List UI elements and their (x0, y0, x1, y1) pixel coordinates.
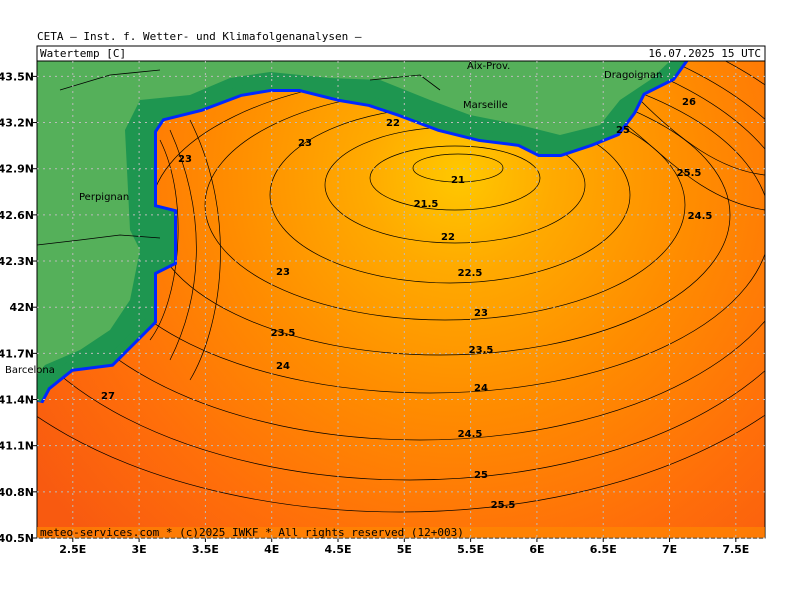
contour-label: 25 (474, 470, 488, 481)
lat-tick-label: 42.9N (0, 163, 34, 176)
footer-bar (37, 527, 765, 538)
lon-tick-label: 5E (397, 543, 412, 556)
lat-tick-label: 43.5N (0, 70, 34, 83)
lat-tick-label: 41.4N (0, 394, 34, 407)
lon-tick-label: 3.5E (192, 543, 219, 556)
place-label: Dragoignan (604, 70, 662, 81)
contour-label: 21.5 (414, 199, 439, 210)
lat-tick-label: 42N (9, 301, 34, 314)
contour-label: 27 (101, 391, 115, 402)
contour-label: 22 (386, 118, 400, 129)
contour-label: 25 (616, 125, 630, 136)
contour-label: 25.5 (677, 168, 702, 179)
lat-tick-label: 40.5N (0, 532, 34, 545)
lon-tick-label: 6E (529, 543, 544, 556)
contour-label: 23 (276, 267, 290, 278)
contour-label: 23.5 (469, 345, 494, 356)
lat-tick-label: 40.8N (0, 486, 34, 499)
contour-label: 23 (178, 154, 192, 165)
place-label: Perpignan (79, 192, 129, 203)
place-label: Aix-Prov. (467, 61, 510, 72)
lon-tick-label: 6.5E (590, 543, 617, 556)
lat-tick-label: 42.6N (0, 209, 34, 222)
contour-label: 24.5 (458, 429, 483, 440)
contour-label: 22 (441, 232, 455, 243)
borders (37, 69, 441, 246)
lon-tick-label: 3E (132, 543, 147, 556)
contour-label: 24 (276, 361, 290, 372)
footer: meteo-services.com * (c)2025 IWKF * All … (40, 526, 464, 539)
title: Watertemp [C] (40, 47, 126, 60)
lon-tick-label: 4E (264, 543, 279, 556)
contour-label: 26 (682, 97, 696, 108)
lon-tick-label: 7.5E (722, 543, 749, 556)
lon-tick-label: 7E (662, 543, 677, 556)
lat-tick-label: 43.2N (0, 117, 34, 130)
contour-label: 23 (474, 308, 488, 319)
contour-label: 24.5 (688, 211, 713, 222)
lat-tick-label: 41.7N (0, 347, 34, 360)
lat-tick-label: 41.1N (0, 440, 34, 453)
lon-tick-label: 5.5E (457, 543, 484, 556)
contour-label: 23 (298, 138, 312, 149)
land (37, 61, 670, 375)
contour-label: 22.5 (458, 268, 483, 279)
lat-tick-label: 42.3N (0, 255, 34, 268)
institute: CETA – Inst. f. Wetter- und Klimafolgena… (37, 30, 362, 43)
place-label: Barcelona (5, 365, 55, 376)
lon-tick-label: 4.5E (325, 543, 352, 556)
contour-label: 24 (474, 383, 488, 394)
lon-tick-label: 2.5E (59, 543, 86, 556)
map-area (37, 61, 765, 538)
contour-label: 23.5 (271, 328, 296, 339)
contour-label: 21 (451, 175, 465, 186)
place-label: Marseille (463, 100, 508, 111)
valid-time: 16.07.2025 15 UTC (648, 47, 761, 60)
contour-label: 25.5 (491, 500, 516, 511)
